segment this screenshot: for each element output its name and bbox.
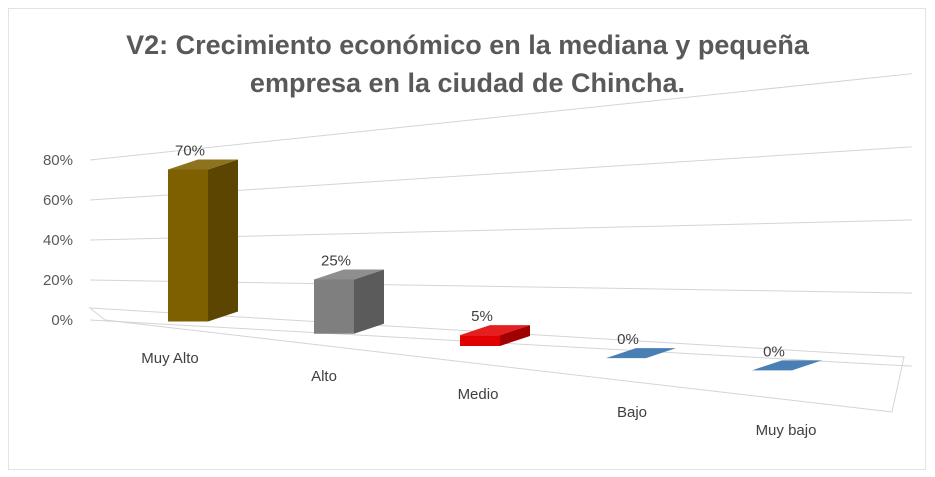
bar-top: [314, 269, 384, 280]
category-label: Medio: [458, 386, 499, 403]
category-label: Bajo: [617, 404, 647, 421]
data-label: 5%: [471, 308, 493, 325]
data-label: 0%: [763, 343, 785, 360]
x-axis-categories: Muy Alto Alto Medio Bajo Muy bajo: [141, 350, 816, 439]
bar-medio: [460, 325, 530, 346]
chart-floor: [88, 307, 905, 413]
bar-side: [354, 269, 384, 334]
gridline: [89, 73, 913, 161]
y-axis-ticks: 0% 20% 40% 60% 80%: [43, 152, 73, 329]
bar-muy-bajo: [752, 360, 822, 371]
floor-outline: [88, 307, 905, 413]
chart-title-line-2: empresa en la ciudad de Chincha.: [249, 68, 686, 98]
category-label: Muy Alto: [141, 350, 199, 367]
bar-side: [208, 159, 238, 322]
bar-bajo: [606, 348, 676, 359]
category-label: Muy bajo: [756, 422, 817, 439]
bar-top: [460, 325, 530, 336]
data-label: 70%: [175, 143, 205, 160]
bar-alto: [314, 269, 384, 334]
bar-muy-alto: [168, 159, 238, 322]
bar-front: [314, 279, 354, 334]
y-tick-label: 40%: [43, 232, 73, 249]
data-label: 0%: [617, 331, 639, 348]
chart-title: V2: Crecimiento económico en la mediana …: [0, 26, 935, 102]
y-tick-label: 60%: [43, 192, 73, 209]
bars: [168, 159, 822, 371]
category-label: Alto: [311, 368, 337, 385]
bar-front: [460, 335, 500, 346]
chart-frame: [8, 8, 926, 470]
data-label: 25%: [321, 252, 351, 269]
chart-title-line-1: V2: Crecimiento económico en la mediana …: [126, 30, 809, 60]
bar-side: [500, 325, 530, 346]
bar-front: [168, 169, 208, 322]
data-labels: 70% 25% 5% 0% 0%: [175, 143, 785, 361]
y-tick-label: 20%: [43, 272, 73, 289]
bar-top: [752, 360, 822, 371]
y-tick-label: 0%: [51, 312, 73, 329]
bar-top: [168, 159, 238, 170]
bar-top: [606, 348, 676, 359]
y-tick-label: 80%: [43, 152, 73, 169]
